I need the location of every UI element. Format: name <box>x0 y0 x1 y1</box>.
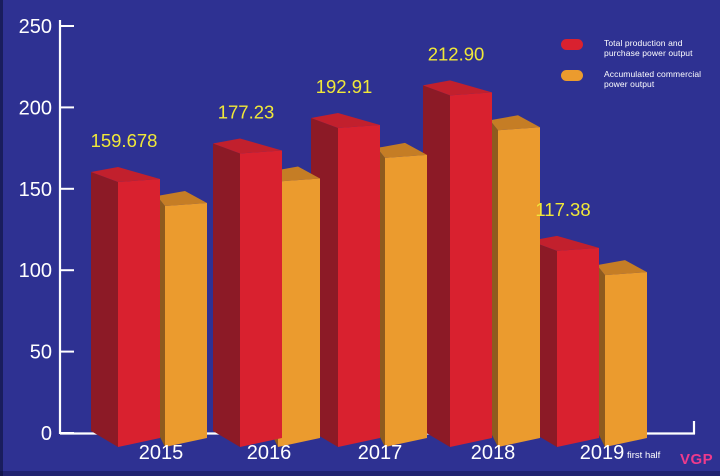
legend-label-line: Accumulated commercial <box>604 69 702 79</box>
bar-top-face <box>530 235 599 251</box>
bar-front-face <box>118 179 160 447</box>
year-label-2015: 2015 <box>139 442 184 464</box>
bar-2017-orange <box>377 142 427 447</box>
bar-top-face <box>490 115 540 131</box>
bar-2015-red <box>91 167 160 447</box>
legend-label-line: Total production and <box>604 38 683 48</box>
bar-side-face <box>213 143 240 448</box>
chart-legend: Total production and purchase power outpu… <box>561 38 713 100</box>
y-tick-label-0: 0 <box>41 423 52 445</box>
bar-side-face <box>423 85 450 447</box>
bar-2015-orange <box>157 190 207 447</box>
bar-2016-red <box>213 138 282 448</box>
year-label-2018: 2018 <box>471 442 516 464</box>
bar-front-face <box>385 154 427 447</box>
vgp-watermark: VGP <box>680 451 714 468</box>
bar-front-face <box>605 272 647 447</box>
bar-side-face <box>91 172 118 447</box>
year-label-2019: 2019 <box>580 442 625 464</box>
bar-top-face <box>91 167 160 183</box>
bottom-edge-shade <box>0 471 720 476</box>
bar-top-face <box>377 142 427 158</box>
bar-top-face <box>157 190 207 206</box>
y-tick-label-200: 200 <box>19 97 52 119</box>
y-tick-label-50: 50 <box>30 342 52 364</box>
value-label-2019: 117.38 <box>535 199 590 220</box>
value-label-2015: 159.678 <box>91 130 158 151</box>
left-edge-shade <box>0 0 3 476</box>
bar-front-face <box>557 247 599 447</box>
bar-2017-red <box>311 112 380 448</box>
bar-2018-red <box>423 80 492 447</box>
bar-top-face <box>597 260 647 276</box>
value-label-2016: 177.23 <box>218 101 275 122</box>
bar-front-face <box>498 127 540 447</box>
bar-front-face <box>165 202 207 447</box>
legend-label-line: purchase power output <box>604 48 693 58</box>
value-label-2018: 212.90 <box>428 43 485 64</box>
bar-top-face <box>423 80 492 96</box>
y-tick-label-250: 250 <box>19 16 52 38</box>
bar-top-face <box>213 138 282 154</box>
legend-item-accumulated-commercial: Accumulated commercial power output <box>561 69 713 89</box>
bar-front-face <box>338 124 380 448</box>
bar-top-face <box>311 112 380 128</box>
y-tick-label-150: 150 <box>19 179 52 201</box>
bar-front-face <box>450 92 492 447</box>
legend-swatch-orange <box>561 70 583 81</box>
bar-2019-red <box>530 235 599 447</box>
year-suffix-2019: first half <box>627 450 661 461</box>
legend-swatch-red <box>561 39 583 50</box>
y-tick-label-100: 100 <box>19 260 52 282</box>
legend-item-total-production: Total production and purchase power outpu… <box>561 38 713 58</box>
bar-front-face <box>278 178 320 447</box>
value-label-2017: 192.91 <box>316 76 373 97</box>
legend-label: Accumulated commercial power output <box>604 69 701 89</box>
bar-2018-orange <box>490 115 540 447</box>
legend-label-line: power output <box>604 79 655 89</box>
bar-2019-orange <box>597 260 647 447</box>
year-label-2016: 2016 <box>247 442 292 464</box>
year-label-2017: 2017 <box>358 442 403 464</box>
bar-front-face <box>240 150 282 448</box>
bar-top-face <box>270 166 320 182</box>
legend-label: Total production and purchase power outpu… <box>604 38 693 58</box>
